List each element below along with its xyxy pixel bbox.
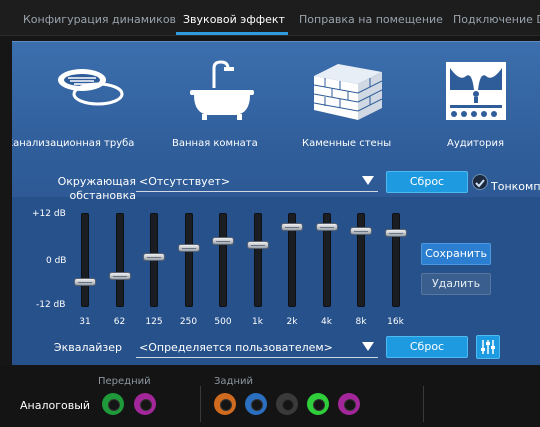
rear-jack-2[interactable]: [245, 393, 267, 415]
eq-freq-label-16k: 16k: [387, 317, 404, 327]
eq-slider-handle-250[interactable]: [177, 244, 200, 253]
chevron-down-icon: [362, 342, 374, 351]
chevron-down-icon: [362, 176, 374, 185]
eq-track-250[interactable]: [184, 213, 193, 307]
tonecomp-checkbox[interactable]: [472, 174, 488, 190]
stone-walls-icon: [313, 64, 383, 120]
env-auditorium-label: Аудитория: [447, 138, 504, 149]
env-sewer-pipe-label: Канализационная труба: [12, 138, 135, 149]
eq-freq-label-31: 31: [79, 317, 91, 327]
tonecomp-label: Тонкомпенсация: [491, 180, 540, 193]
env-auditorium[interactable]: [440, 58, 540, 120]
front-jack-1[interactable]: [102, 393, 124, 415]
eq-freq-label-4k: 4k: [321, 317, 332, 327]
active-tab-indicator: [176, 32, 288, 35]
eq-freq-label-125: 125: [145, 317, 163, 327]
eq-track-62[interactable]: [115, 213, 124, 307]
eq-delete-button[interactable]: Удалить: [421, 273, 491, 295]
tonecomp-clip: Тонкомпенсация: [491, 175, 540, 194]
eq-freq-label-1k: 1k: [252, 317, 263, 327]
eq-scale-mid: 0 dB: [46, 256, 67, 266]
rear-jack-1[interactable]: [214, 393, 236, 415]
env-bathroom[interactable]: [180, 58, 290, 120]
eq-track-16k[interactable]: [391, 213, 400, 307]
group-divider: [200, 386, 201, 422]
eq-scale-top: +12 dB: [32, 209, 66, 219]
group-divider: [423, 386, 424, 422]
front-group-label: Передний: [98, 376, 151, 387]
eq-scale-bottom: -12 dB: [36, 300, 66, 310]
eq-track-2k[interactable]: [288, 213, 296, 307]
environment-reset-button[interactable]: Сброс: [386, 171, 468, 193]
eq-preset-dropdown-value: <Определяется пользователем>: [139, 341, 333, 354]
rear-group-label: Задний: [214, 376, 253, 387]
eq-slider-handle-2k[interactable]: [281, 223, 303, 232]
eq-slider-handle-8k[interactable]: [350, 226, 372, 235]
eq-freq-label-62: 62: [113, 317, 126, 327]
eq-slider-handle-1k[interactable]: [246, 240, 269, 249]
eq-freq-label-250: 250: [179, 317, 198, 327]
rear-jack-5[interactable]: [338, 393, 360, 415]
front-jack-2[interactable]: [134, 393, 156, 415]
jack-panel: Передний Задний Аналоговый: [0, 366, 540, 427]
environment-label: Окружающая обстановка: [57, 175, 136, 202]
eq-slider-handle-16k[interactable]: [384, 228, 407, 237]
eq-slider-handle-4k[interactable]: [315, 223, 338, 232]
rear-jack-4[interactable]: [307, 393, 329, 415]
eq-slider-handle-62[interactable]: [108, 272, 131, 281]
auditorium-icon: [446, 62, 506, 120]
eq-freq-label-8k: 8k: [355, 317, 367, 327]
eq-slider-handle-31[interactable]: [74, 277, 96, 286]
tab-speaker-config[interactable]: Конфигурация динамиков: [23, 13, 177, 26]
env-sewer-pipe[interactable]: [32, 58, 142, 118]
eq-freq-label-500: 500: [214, 317, 232, 327]
rear-jack-3[interactable]: [276, 393, 298, 415]
eq-slider-handle-500[interactable]: [212, 237, 234, 246]
sewer-pipe-icon: [58, 69, 124, 106]
environment-dropdown-value: <Отсутствует>: [139, 175, 231, 188]
eq-preset-dropdown[interactable]: <Определяется пользователем>: [136, 338, 378, 358]
env-stone-walls[interactable]: [310, 58, 420, 120]
eq-track-1k[interactable]: [253, 213, 262, 307]
eq-reset-button[interactable]: Сброс: [386, 336, 468, 358]
tab-dts-connect[interactable]: Подключение DTS: [453, 13, 540, 26]
eq-track-8k[interactable]: [357, 213, 365, 307]
equalizer-label: Эквалайзер: [53, 341, 122, 354]
environment-dropdown[interactable]: <Отсутствует>: [136, 172, 378, 192]
sliders-icon: [481, 340, 495, 354]
tab-bar: Конфигурация динамиков Звуковой эффект П…: [0, 0, 540, 36]
eq-track-4k[interactable]: [322, 213, 331, 307]
eq-freq-label-2k: 2k: [286, 317, 298, 327]
eq-slider-handle-125[interactable]: [143, 253, 165, 261]
eq-advanced-button[interactable]: [476, 335, 500, 359]
env-stone-walls-label: Каменные стены: [302, 138, 392, 149]
checkmark-icon: [475, 179, 485, 188]
eq-track-31[interactable]: [81, 213, 89, 307]
eq-save-button[interactable]: Сохранить: [421, 243, 491, 265]
env-bathroom-label: Ванная комната: [172, 138, 258, 149]
sound-effect-panel: Канализационная труба Ванная комната Кам…: [12, 41, 540, 365]
bathtub-icon: [190, 60, 254, 120]
tab-sound-effect[interactable]: Звуковой эффект: [183, 13, 285, 26]
eq-track-500[interactable]: [219, 213, 227, 307]
tab-room-correction[interactable]: Поправка на помещение: [299, 13, 443, 26]
analog-label: Аналоговый: [20, 399, 91, 412]
